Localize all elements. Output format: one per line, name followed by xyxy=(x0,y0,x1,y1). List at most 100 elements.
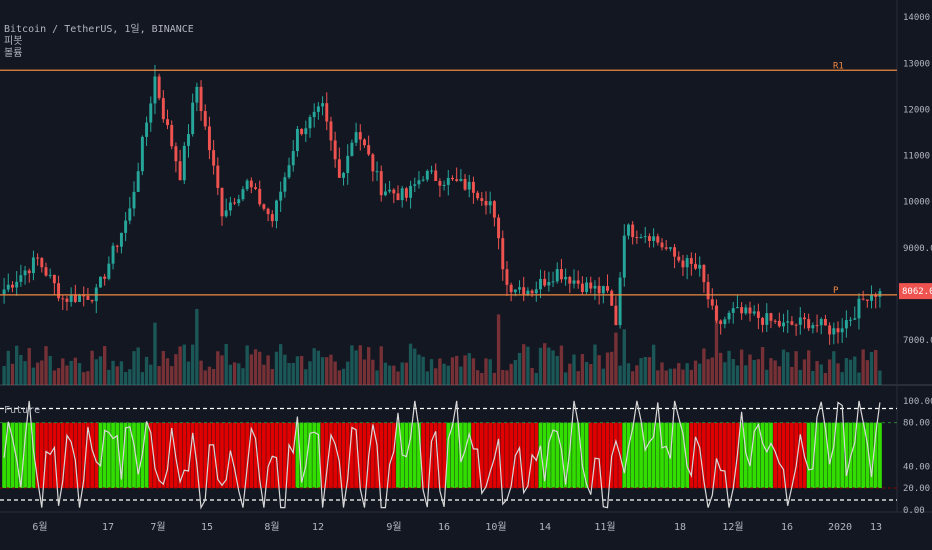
volume-bar xyxy=(312,348,316,385)
oscillator-bar xyxy=(693,422,698,489)
candle-body xyxy=(471,181,475,193)
candle-body xyxy=(484,200,488,206)
oscillator-bar xyxy=(341,422,346,489)
oscillator-bar xyxy=(559,422,564,489)
candle-body xyxy=(149,103,153,123)
oscillator-bar xyxy=(303,422,308,489)
candle-body xyxy=(593,285,597,289)
oscillator-bar xyxy=(605,422,610,489)
oscillator-bar xyxy=(702,422,706,489)
candle-body xyxy=(614,305,618,326)
candle-body xyxy=(258,188,262,205)
volume-bar xyxy=(350,345,354,385)
volume-bar xyxy=(56,368,61,385)
oscillator-bar xyxy=(781,422,786,489)
oscillator-bar xyxy=(626,422,631,489)
oscillator-bar xyxy=(358,422,363,489)
volume-bar xyxy=(375,370,379,385)
candle-body xyxy=(807,319,811,329)
volume-bar xyxy=(660,362,664,385)
oscillator-bar xyxy=(182,422,187,489)
candle-body xyxy=(212,150,216,166)
volume-bar xyxy=(563,372,568,385)
candle-body xyxy=(539,278,542,290)
oscillator-bar xyxy=(777,422,782,489)
candle-body xyxy=(409,185,413,198)
oscillator-bar xyxy=(836,422,840,489)
oscillator-bar xyxy=(760,422,765,489)
volume-bar xyxy=(630,371,635,385)
candle-body xyxy=(476,192,480,199)
volume-bar xyxy=(857,372,861,385)
candle-body xyxy=(698,264,702,269)
volume-bar xyxy=(111,360,115,385)
volume-bar xyxy=(144,356,149,385)
oscillator-bar xyxy=(739,422,744,489)
candle-body xyxy=(220,187,224,217)
oscillator-legend[interactable]: Future xyxy=(4,405,41,416)
volume-bar xyxy=(216,351,220,385)
candle-body xyxy=(73,294,77,302)
oscillator-bar xyxy=(253,422,258,489)
candle-body xyxy=(513,289,517,293)
volume-bar xyxy=(320,357,325,385)
oscillator-bar xyxy=(756,422,761,489)
volume-bar xyxy=(614,332,618,385)
volume-bar xyxy=(668,368,673,385)
candle-body xyxy=(103,276,107,279)
oscillator-bar xyxy=(266,422,270,489)
oscillator-bar xyxy=(471,422,476,489)
oscillator-bar xyxy=(308,422,312,489)
candle-body xyxy=(660,242,664,248)
price-tick-label: 12000.00 xyxy=(903,105,932,115)
volume-bar xyxy=(823,372,828,385)
oscillator-bar xyxy=(731,422,736,489)
volume-bar xyxy=(739,349,744,385)
candle-body xyxy=(174,146,178,162)
candle-body xyxy=(740,307,744,314)
candle-body xyxy=(522,287,526,295)
candle-body xyxy=(312,111,316,118)
oscillator-bar xyxy=(748,422,752,489)
volume-indicator-label[interactable]: 볼륨 xyxy=(4,48,23,59)
volume-bar xyxy=(249,354,254,385)
candle-body xyxy=(618,277,622,326)
volume-bar xyxy=(27,348,31,385)
candle-body xyxy=(57,283,61,299)
candle-body xyxy=(19,275,23,282)
oscillator-bar xyxy=(383,422,388,489)
time-tick-label: 16 xyxy=(438,522,450,533)
oscillator-bar xyxy=(186,422,191,489)
volume-bar xyxy=(656,370,660,385)
candle-body xyxy=(145,122,149,137)
candle-body xyxy=(40,258,44,268)
volume-bar xyxy=(601,368,606,385)
volume-bar xyxy=(555,355,559,385)
volume-bar xyxy=(115,366,119,385)
candle-body xyxy=(656,236,660,243)
volume-bar xyxy=(392,365,396,385)
oscillator-bar xyxy=(161,422,166,489)
candle-body xyxy=(27,270,31,274)
pivot-indicator-label[interactable]: 피봇 xyxy=(4,36,23,47)
volume-bar xyxy=(643,357,647,385)
candle-body xyxy=(140,136,144,172)
oscillator-bar xyxy=(299,422,304,489)
oscillator-bar xyxy=(643,422,648,489)
volume-bar xyxy=(568,363,572,385)
volume-bar xyxy=(161,351,166,385)
volume-bar xyxy=(379,346,383,385)
oscillator-bar xyxy=(840,422,845,489)
volume-bar xyxy=(446,365,450,385)
oscillator-bar xyxy=(136,422,141,489)
symbol-title[interactable]: Bitcoin / TetherUS, 1일, BINANCE xyxy=(4,24,194,35)
candle-body xyxy=(777,320,781,327)
candle-body xyxy=(610,290,614,306)
oscillator-bar xyxy=(831,422,836,489)
time-tick-label: 7월 xyxy=(150,521,165,533)
volume-bar xyxy=(52,370,57,385)
candle-body xyxy=(132,191,136,209)
volume-bar xyxy=(429,359,434,385)
candle-body xyxy=(606,286,609,291)
candle-body xyxy=(505,269,509,285)
